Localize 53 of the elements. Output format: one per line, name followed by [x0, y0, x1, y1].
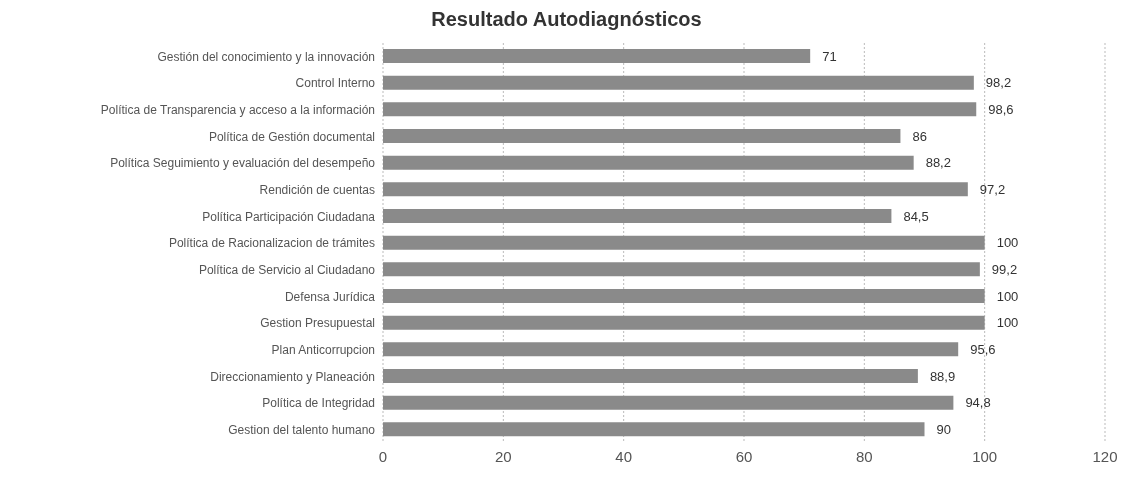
bar [383, 342, 959, 357]
data-label: 90 [936, 421, 951, 437]
y-tick-label: Política de Servicio al Ciudadano [198, 262, 376, 277]
bar [383, 315, 985, 330]
y-tick-label: Política Participación Ciudadana [202, 209, 376, 224]
data-label: 100 [996, 315, 1019, 331]
y-tick-label: Política Seguimiento y evaluación del desempeño [110, 156, 376, 171]
data-label: 84,5 [903, 208, 929, 224]
bar [383, 182, 968, 197]
chart-title: Resultado Autodiagnósticos [430, 8, 703, 31]
data-label: 94,8 [965, 395, 991, 411]
bar [383, 369, 918, 383]
bar [383, 422, 925, 437]
x-tick-label: 80 [855, 447, 873, 465]
data-label: 86 [912, 128, 927, 144]
bar [383, 262, 980, 277]
bar [383, 155, 914, 170]
data-label: 88,9 [929, 368, 956, 384]
data-label: 97,2 [979, 181, 1006, 197]
x-tick-label: 20 [494, 447, 512, 465]
bar [383, 75, 974, 90]
y-tick-label: Gestión del conocimiento y la innovación [157, 49, 375, 64]
x-tick-label: 60 [735, 447, 753, 465]
data-label: 88,2 [925, 155, 951, 171]
x-tick-label: 120 [1092, 447, 1118, 465]
data-label: 100 [996, 235, 1019, 251]
y-tick-label: Política de Racionalizacion de trámites [168, 236, 375, 251]
y-tick-label: Política de Gestión documental [208, 129, 375, 144]
bar [383, 102, 977, 117]
y-tick-label: Rendición de cuentas [259, 182, 375, 197]
y-tick-label: Gestion del talento humano [228, 422, 376, 437]
x-tick-label: 100 [972, 447, 998, 465]
bar [383, 289, 985, 303]
bar [383, 49, 811, 63]
data-label: 99,2 [991, 261, 1018, 277]
y-tick-label: Direccionamiento y Planeación [210, 369, 375, 384]
y-tick-label: Defensa Jurídica [284, 289, 376, 304]
y-tick-label: Política de Transparencia y acceso a la información [100, 102, 375, 117]
data-label: 98,6 [988, 101, 1014, 117]
bar [383, 209, 892, 223]
bar [383, 395, 954, 410]
bar [383, 235, 985, 250]
x-tick-label: 0 [378, 447, 388, 465]
data-label: 98,2 [985, 75, 1012, 91]
bar [383, 129, 901, 143]
y-tick-label: Plan Anticorrupcion [271, 342, 375, 357]
y-tick-label: Control Interno [295, 76, 376, 91]
data-label: 100 [996, 288, 1019, 304]
x-tick-label: 40 [615, 447, 633, 465]
data-label: 95,6 [970, 341, 996, 357]
data-label: 71 [822, 48, 837, 64]
y-tick-label: Gestion Presupuestal [260, 316, 375, 331]
y-tick-label: Política de Integridad [262, 396, 375, 411]
